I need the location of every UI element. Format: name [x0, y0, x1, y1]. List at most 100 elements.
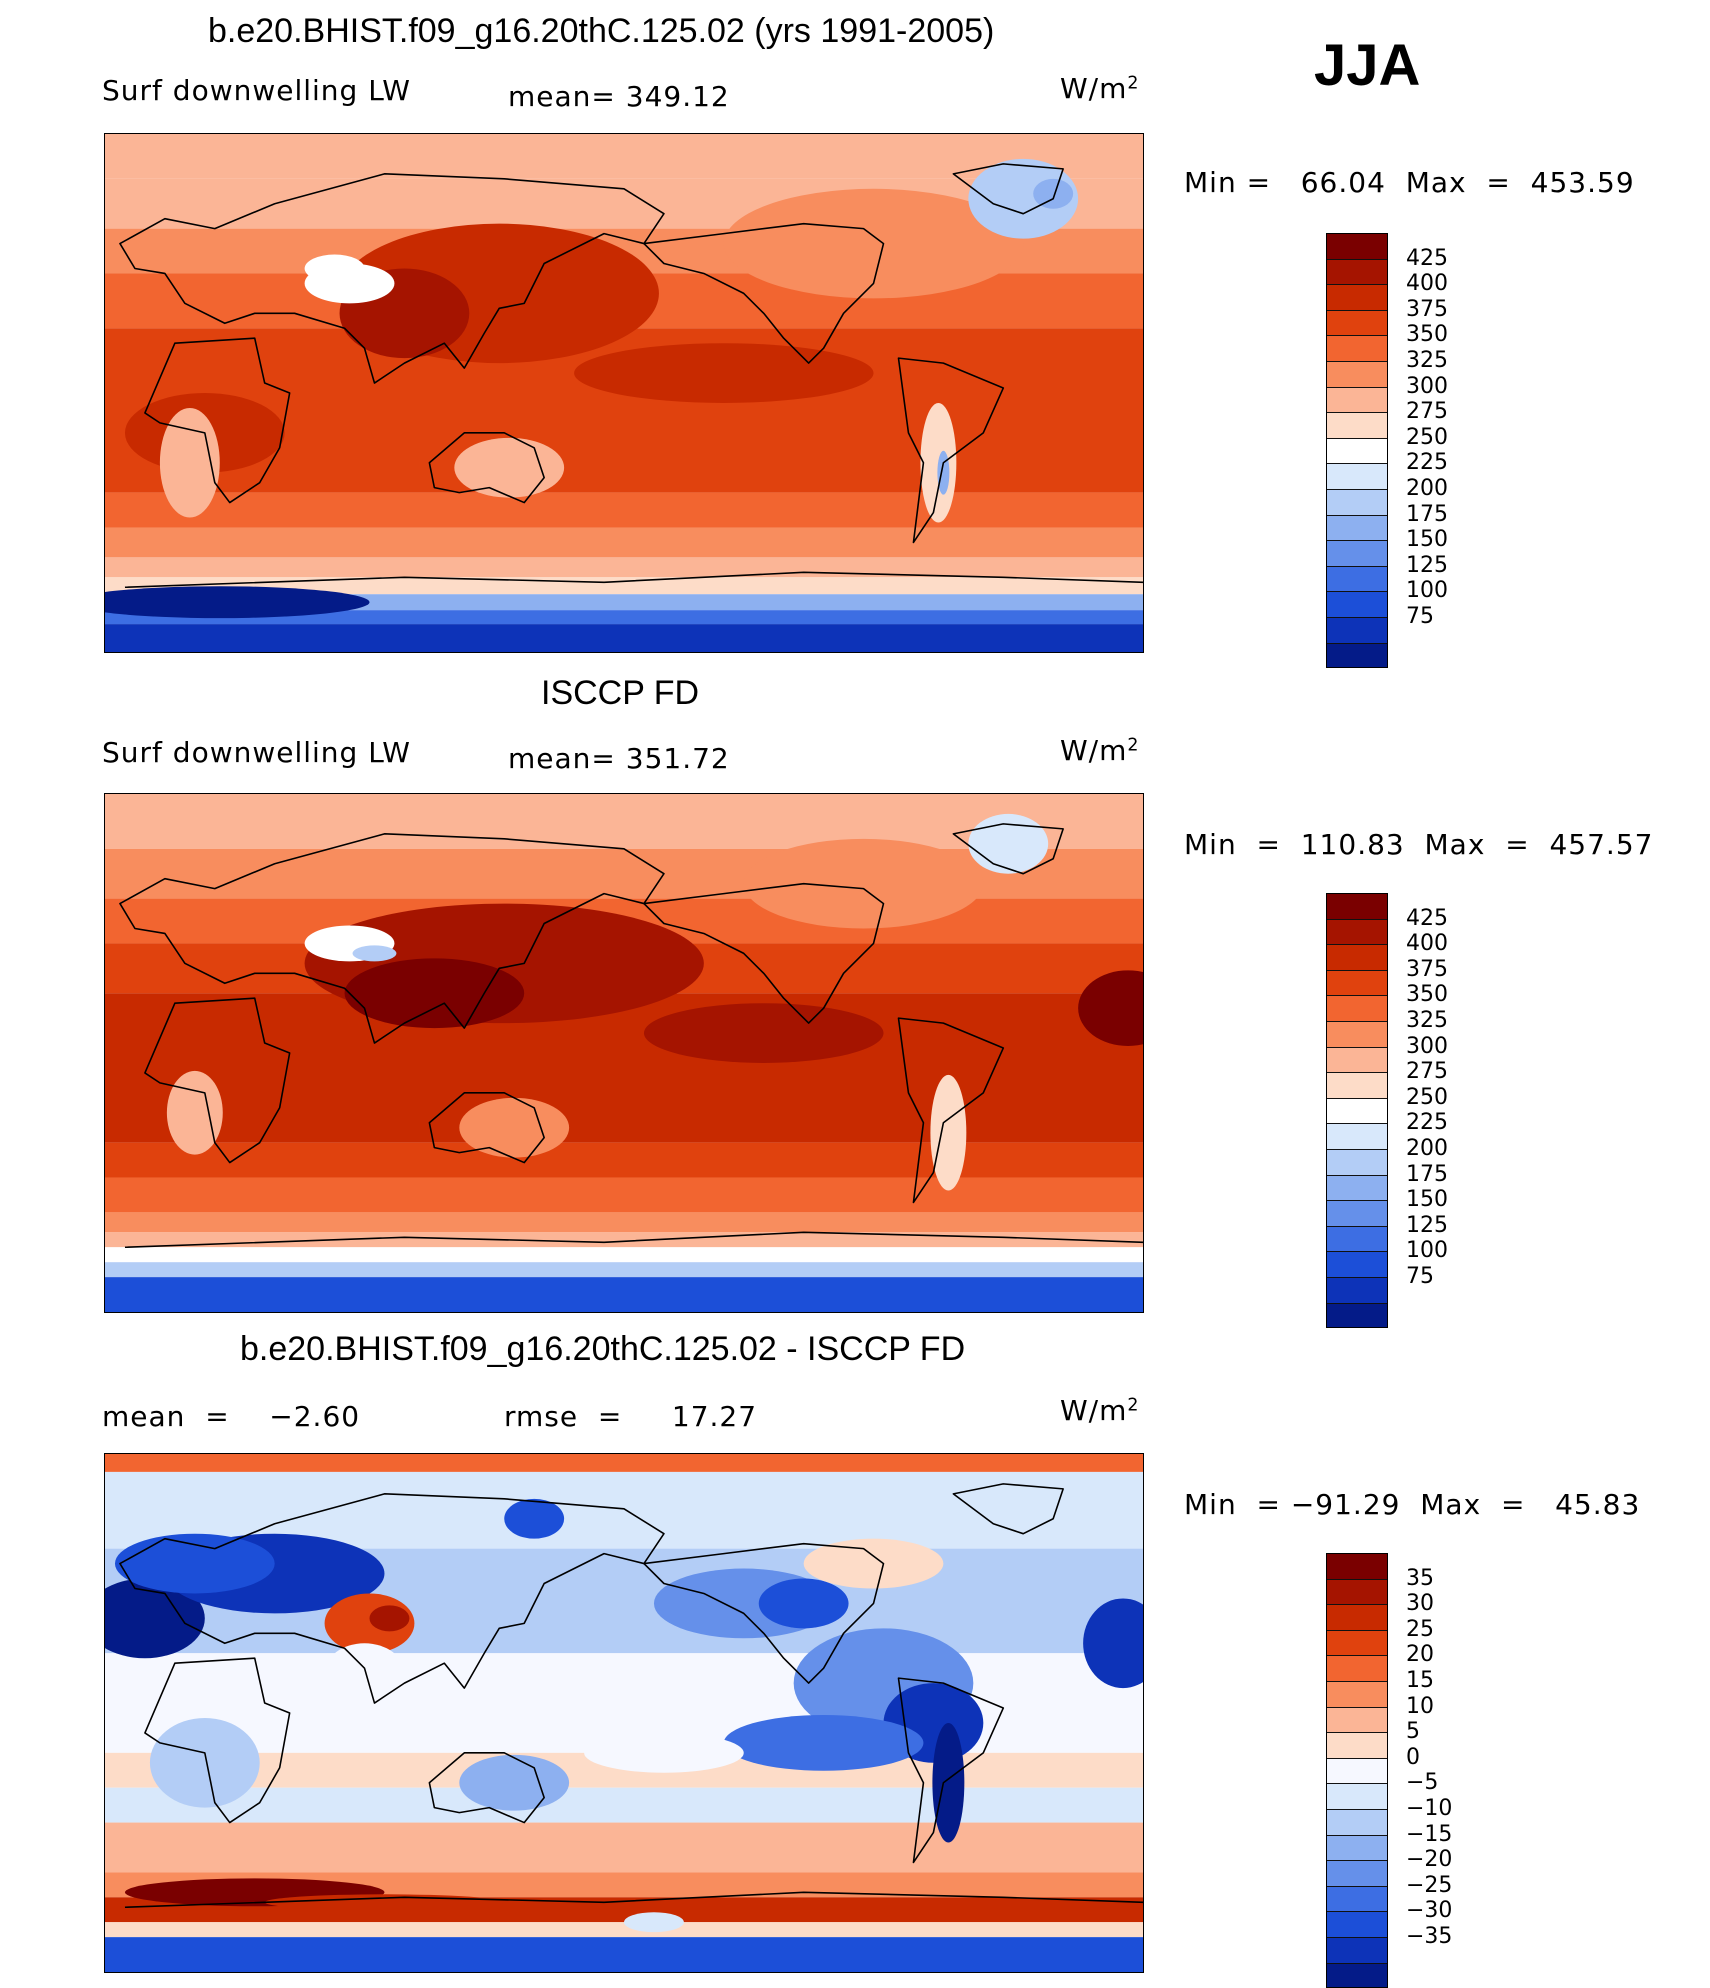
field-band: [105, 1823, 1143, 1873]
colorbar-tick-label: 20: [1406, 1642, 1434, 1667]
units-text: W/m: [1060, 1394, 1127, 1427]
panel-1-title: b.e20.BHIST.f09_g16.20thC.125.02 (yrs 19…: [208, 12, 994, 51]
field-region: [115, 1534, 275, 1594]
colorbar-tick-label: 0: [1406, 1745, 1420, 1770]
colorbar-box: [1326, 1277, 1388, 1303]
colorbar-tick-label: 250: [1406, 425, 1448, 450]
colorbar-tick-label: 125: [1406, 553, 1448, 578]
colorbar-box: [1326, 1963, 1388, 1988]
field-region: [932, 1723, 964, 1843]
field-region: [574, 343, 873, 403]
colorbar-tick-label: 35: [1406, 1566, 1434, 1591]
field-band: [105, 1937, 1143, 1972]
units-text: W/m: [1060, 72, 1127, 105]
colorbar-box: [1326, 1579, 1388, 1605]
field-region: [369, 1605, 409, 1631]
panel-3-min-max: Min = −91.29 Max = 45.83: [1184, 1488, 1640, 1521]
colorbar-tick-label: 150: [1406, 527, 1448, 552]
colorbar-box: [1326, 1604, 1388, 1630]
panel-2-min-max: Min = 110.83 Max = 457.57: [1184, 828, 1653, 861]
field-band: [105, 1143, 1143, 1178]
colorbar-box: [1326, 515, 1388, 541]
colorbar-tick-label: 100: [1406, 578, 1448, 603]
panel-3-units: W/m2: [1060, 1394, 1139, 1427]
colorbar-box: [1326, 387, 1388, 413]
colorbar-tick-label: 75: [1406, 604, 1434, 629]
colorbar-box: [1326, 1047, 1388, 1073]
colorbar-box: [1326, 233, 1388, 259]
colorbar-tick-label: −20: [1406, 1847, 1452, 1872]
field-band: [105, 1262, 1143, 1277]
colorbar-box: [1326, 1251, 1388, 1277]
colorbar-box: [1326, 463, 1388, 489]
colorbar-tick-label: 325: [1406, 348, 1448, 373]
colorbar-box: [1326, 1809, 1388, 1835]
units-text: W/m: [1060, 734, 1127, 767]
colorbar-box: [1326, 995, 1388, 1021]
colorbar-tick-label: 100: [1406, 1238, 1448, 1263]
colorbar-tick-label: 400: [1406, 271, 1448, 296]
colorbar-box: [1326, 1072, 1388, 1098]
colorbar-tick-label: 5: [1406, 1719, 1420, 1744]
field-band: [105, 1788, 1143, 1823]
colorbar-box: [1326, 893, 1388, 919]
colorbar-tick-label: −15: [1406, 1822, 1452, 1847]
colorbar-tick-label: 25: [1406, 1617, 1434, 1642]
colorbar-tick-label: 350: [1406, 322, 1448, 347]
panel-2-title: ISCCP FD: [541, 674, 699, 713]
field-region: [624, 1912, 684, 1932]
colorbar-tick-label: 250: [1406, 1085, 1448, 1110]
colorbar-tick-label: 375: [1406, 297, 1448, 322]
colorbar-box: [1326, 1886, 1388, 1912]
colorbar-boxes: [1326, 233, 1388, 668]
panel-1-min-max: Min = 66.04 Max = 453.59: [1184, 166, 1635, 199]
colorbar-box: [1326, 617, 1388, 643]
colorbar-tick-label: 425: [1406, 906, 1448, 931]
colorbar-tick-label: 150: [1406, 1187, 1448, 1212]
colorbar-box: [1326, 919, 1388, 945]
colorbar-box: [1326, 310, 1388, 336]
colorbar-tick-label: 175: [1406, 1162, 1448, 1187]
field-region: [504, 1499, 564, 1539]
field-band: [105, 493, 1143, 528]
field-region: [968, 814, 1048, 874]
colorbar-box: [1326, 412, 1388, 438]
colorbar-box: [1326, 1911, 1388, 1937]
panel-2-mean-label: mean= 351.72: [508, 742, 730, 775]
colorbar-box: [1326, 1681, 1388, 1707]
colorbar-box: [1326, 438, 1388, 464]
field-band: [105, 993, 1143, 1142]
colorbar-tick-label: 350: [1406, 982, 1448, 1007]
colorbar-tick-label: 125: [1406, 1213, 1448, 1238]
field-band: [105, 527, 1143, 557]
field-band: [105, 1212, 1143, 1232]
colorbar-tick-label: 425: [1406, 246, 1448, 271]
colorbar-tick-label: 75: [1406, 1264, 1434, 1289]
colorbar-tick-label: 275: [1406, 399, 1448, 424]
units-exponent: 2: [1127, 735, 1139, 755]
panel-1-variable-label: Surf downwelling LW: [102, 74, 411, 107]
panel-2-map: [104, 793, 1144, 1313]
field-region: [584, 1733, 744, 1773]
colorbar-box: [1326, 1937, 1388, 1963]
colorbar-box: [1326, 259, 1388, 285]
colorbar-tick-label: −35: [1406, 1924, 1452, 1949]
colorbar-tick-label: 325: [1406, 1008, 1448, 1033]
colorbar-box: [1326, 1655, 1388, 1681]
colorbar-box: [1326, 1860, 1388, 1886]
season-label: JJA: [1314, 32, 1420, 99]
colorbar-tick-label: 400: [1406, 931, 1448, 956]
colorbar-box: [1326, 335, 1388, 361]
field-region: [724, 1715, 924, 1771]
colorbar-box: [1326, 540, 1388, 566]
colorbar-tick-label: 30: [1406, 1591, 1434, 1616]
field-region: [305, 255, 365, 283]
colorbar-box: [1326, 1783, 1388, 1809]
field-band: [105, 1247, 1143, 1262]
field-region: [759, 1579, 849, 1629]
colorbar-box: [1326, 1175, 1388, 1201]
colorbar-tick-label: −30: [1406, 1898, 1452, 1923]
colorbar-box: [1326, 1149, 1388, 1175]
